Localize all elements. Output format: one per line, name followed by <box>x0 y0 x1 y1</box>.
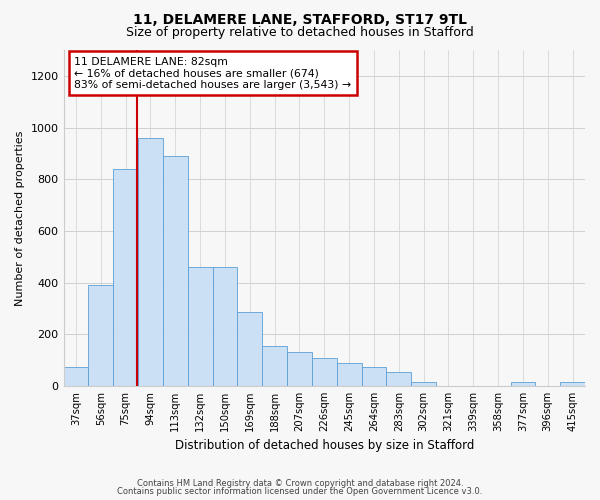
Bar <box>337 362 362 386</box>
Bar <box>163 156 188 386</box>
Bar <box>386 372 411 386</box>
Bar <box>287 352 312 386</box>
Text: 11 DELAMERE LANE: 82sqm
← 16% of detached houses are smaller (674)
83% of semi-d: 11 DELAMERE LANE: 82sqm ← 16% of detache… <box>74 56 351 90</box>
X-axis label: Distribution of detached houses by size in Stafford: Distribution of detached houses by size … <box>175 440 474 452</box>
Bar <box>212 267 238 386</box>
Bar <box>64 366 88 386</box>
Text: 11, DELAMERE LANE, STAFFORD, ST17 9TL: 11, DELAMERE LANE, STAFFORD, ST17 9TL <box>133 12 467 26</box>
Text: Contains HM Land Registry data © Crown copyright and database right 2024.: Contains HM Land Registry data © Crown c… <box>137 478 463 488</box>
Bar <box>188 267 212 386</box>
Bar <box>138 138 163 386</box>
Bar <box>113 169 138 386</box>
Bar <box>411 382 436 386</box>
Bar <box>362 366 386 386</box>
Bar <box>511 382 535 386</box>
Text: Size of property relative to detached houses in Stafford: Size of property relative to detached ho… <box>126 26 474 39</box>
Bar <box>312 358 337 386</box>
Text: Contains public sector information licensed under the Open Government Licence v3: Contains public sector information licen… <box>118 487 482 496</box>
Bar <box>238 312 262 386</box>
Bar <box>560 382 585 386</box>
Y-axis label: Number of detached properties: Number of detached properties <box>15 130 25 306</box>
Bar <box>88 285 113 386</box>
Bar <box>262 346 287 386</box>
